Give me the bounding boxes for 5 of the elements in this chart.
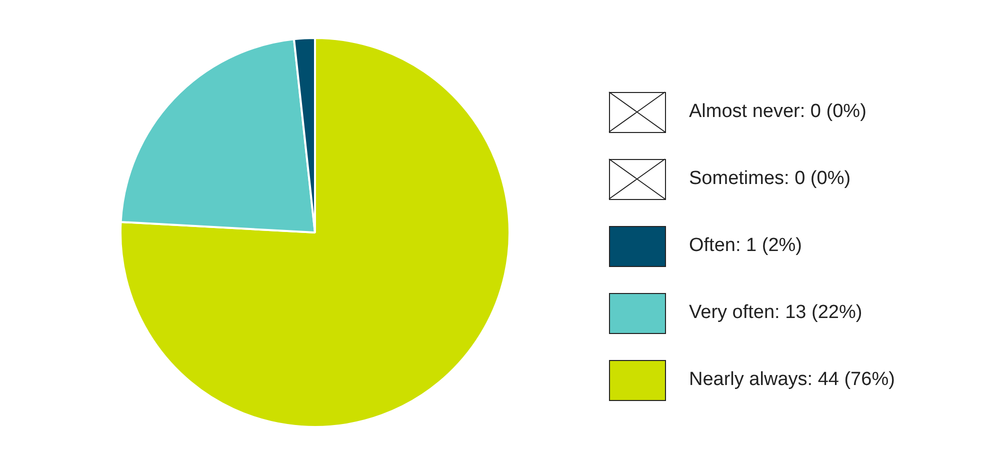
legend-label: Sometimes: 0 (0%) [689,168,851,190]
legend-label: Often: 1 (2%) [689,235,802,256]
legend-label: Very often: 13 (22%) [689,302,862,324]
legend-label: Nearly always: 44 (76%) [689,369,895,390]
legend-label: Almost never: 0 (0%) [689,101,866,122]
